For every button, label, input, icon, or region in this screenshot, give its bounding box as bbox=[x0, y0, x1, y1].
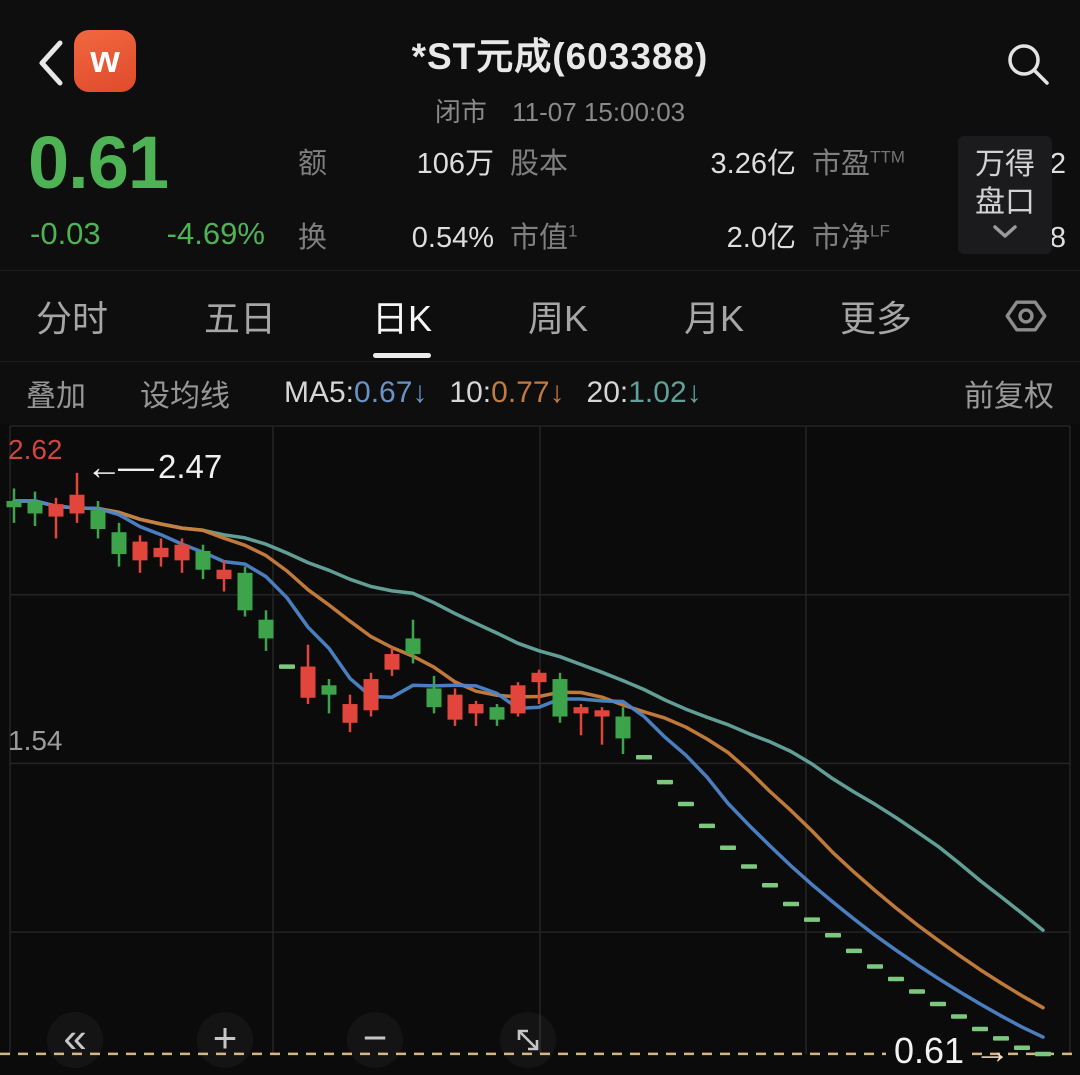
chart-settings-button[interactable] bbox=[1002, 292, 1050, 340]
overlay-button[interactable]: 叠加 bbox=[26, 380, 86, 413]
chevron-down-icon bbox=[993, 225, 1017, 238]
stat-label-pb: 市净LF bbox=[812, 221, 890, 254]
chevron-left-icon bbox=[39, 40, 63, 86]
hexagon-settings-icon bbox=[1005, 300, 1047, 332]
search-button[interactable] bbox=[1004, 40, 1052, 88]
market-status-line: 闭市 11-07 15:00:03 bbox=[160, 92, 960, 129]
stat-label-pe: 市盈TTM bbox=[812, 147, 905, 180]
stat-label-marketcap: 市值1 bbox=[510, 221, 578, 254]
tab-more[interactable]: 更多 bbox=[840, 298, 913, 339]
tab-monthly-k[interactable]: 月K bbox=[684, 298, 745, 339]
arrow-right-icon: → bbox=[974, 1030, 1011, 1071]
ma10-readout: 10: 0.77 ↓ bbox=[449, 376, 565, 409]
tab-daily-k[interactable]: 日K bbox=[366, 272, 438, 360]
set-ma-button[interactable]: 设均线 bbox=[140, 380, 230, 413]
last-price: 0.61 bbox=[28, 121, 169, 204]
ma-toolbar: 叠加 设均线 MA5: 0.67 ↓ 10: 0.77 ↓ 20: 1.02 ↓ 前复权 bbox=[0, 362, 1080, 424]
ma10-down-arrow-icon: ↓ bbox=[549, 376, 565, 409]
kline-chart-canvas[interactable] bbox=[0, 424, 1080, 1075]
zoom-out-button[interactable]: − bbox=[347, 1012, 403, 1068]
axis-label-mid: 1.54 bbox=[8, 725, 63, 756]
stat-label-turnover: 换 bbox=[298, 222, 328, 254]
price-change-percent: -4.69% bbox=[166, 216, 265, 251]
axis-label-high: 2.62 bbox=[8, 434, 63, 465]
quote-datetime: 11-07 15:00:03 bbox=[512, 97, 686, 127]
back-button[interactable] bbox=[34, 38, 68, 88]
wind-logo-letter: w bbox=[90, 38, 120, 81]
collapse-button[interactable]: « bbox=[47, 1012, 103, 1068]
ma20-down-arrow-icon: ↓ bbox=[686, 376, 702, 409]
current-price-label: 0.61 → bbox=[886, 1030, 1010, 1072]
market-status: 闭市 bbox=[434, 97, 487, 127]
high-price-annotation: ←— 2.47 bbox=[86, 446, 222, 488]
stat-value-marketcap: 2.0亿 bbox=[726, 222, 796, 254]
active-tab-underline bbox=[373, 353, 431, 358]
header: w *ST元成(603388) 闭市 11-07 15:00:03 bbox=[0, 0, 1080, 127]
quote-section: 0.61 -0.03 -4.69% 额 106万 股本 3.26亿 市盈TTM … bbox=[0, 118, 1080, 271]
header-center: *ST元成(603388) 闭市 11-07 15:00:03 bbox=[160, 0, 960, 129]
ma20-readout: 20: 1.02 ↓ bbox=[586, 376, 702, 409]
orderbook-label-line2: 盘口 bbox=[975, 186, 1035, 219]
stat-value-turnover: 0.54% bbox=[411, 222, 494, 254]
tab-minute[interactable]: 分时 bbox=[36, 298, 109, 339]
stat-label-amount: 额 bbox=[298, 148, 328, 180]
price-change: -0.03 bbox=[30, 216, 101, 251]
period-tab-bar: 分时 五日 日K 周K 月K 更多 bbox=[0, 271, 1080, 362]
ma5-readout: MA5: 0.67 ↓ bbox=[284, 376, 428, 409]
orderbook-label-line1: 万得 bbox=[975, 148, 1035, 181]
tab-five-day[interactable]: 五日 bbox=[204, 298, 277, 339]
expand-button[interactable] bbox=[500, 1012, 556, 1068]
adjust-mode-button[interactable]: 前复权 bbox=[964, 380, 1054, 413]
zoom-in-button[interactable]: + bbox=[197, 1012, 253, 1068]
tab-weekly-k[interactable]: 周K bbox=[528, 298, 589, 339]
page-title: *ST元成(603388) bbox=[411, 36, 709, 77]
kline-chart-area[interactable]: 2.62 ←— 2.47 1.54 0.61 → « + − bbox=[0, 424, 1080, 1075]
stat-value-shares: 3.26亿 bbox=[710, 148, 796, 180]
wind-orderbook-button[interactable]: 万得 盘口 bbox=[958, 136, 1052, 254]
arrow-left-icon: ←— bbox=[86, 446, 154, 487]
stat-value-amount: 106万 bbox=[416, 148, 494, 180]
annotation-value: 2.47 bbox=[158, 448, 223, 485]
search-icon bbox=[1008, 44, 1049, 85]
expand-icon bbox=[517, 1029, 539, 1051]
price-change-row: -0.03 -4.69% bbox=[30, 216, 265, 252]
stats-grid: 额 106万 股本 3.26亿 市盈TTM -0.52 换 0.54% 市值1 … bbox=[298, 140, 1066, 256]
ma-readout: MA5: 0.67 ↓ 10: 0.77 ↓ 20: 1.02 ↓ bbox=[284, 376, 724, 410]
ma5-down-arrow-icon: ↓ bbox=[412, 376, 428, 409]
wind-app-logo: w bbox=[74, 30, 136, 92]
stat-label-shares: 股本 bbox=[510, 148, 569, 180]
